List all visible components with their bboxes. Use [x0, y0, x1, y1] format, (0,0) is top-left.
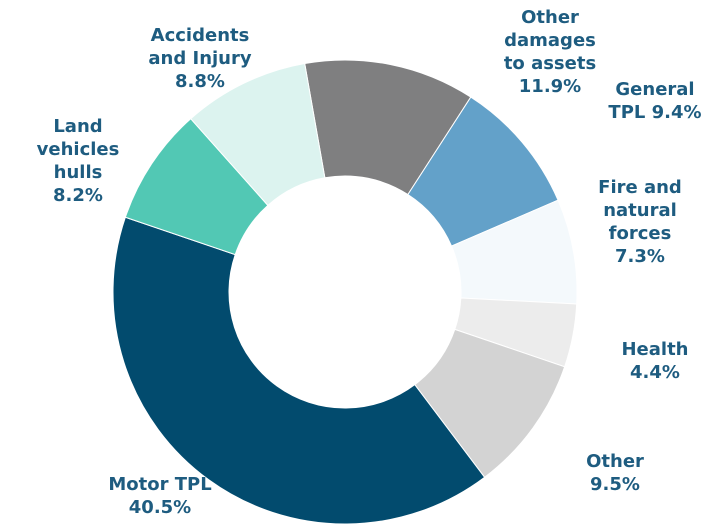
category-label: Motor TPL	[108, 474, 212, 495]
slice-label: Fire and natural forces 7.3%	[590, 176, 690, 268]
slice-label: Other damages to assets 11.9%	[494, 6, 606, 98]
value-label: 11.9%	[518, 76, 582, 97]
value-label: 8.8%	[175, 71, 225, 92]
value-label: 9.5%	[590, 474, 640, 495]
value-label: 8.2%	[53, 185, 103, 206]
donut-slice	[190, 62, 326, 207]
donut-slice	[112, 216, 486, 525]
value-label: 7.3%	[615, 246, 665, 267]
slice-label: Health 4.4%	[605, 338, 705, 384]
category-label: Fire and natural forces	[598, 177, 682, 244]
category-label: Land vehicles hulls	[36, 116, 120, 183]
category-label: Health	[621, 339, 689, 360]
slice-label: Accidents and Injury 8.8%	[130, 24, 270, 93]
category-label: Other damages to assets	[503, 7, 597, 74]
category-label: General TPL	[608, 79, 695, 123]
value-label: 9.4%	[651, 102, 702, 123]
slice-label: Other 9.5%	[570, 450, 660, 496]
category-label: Other	[586, 451, 644, 472]
slice-label: Land vehicles hulls 8.2%	[28, 115, 128, 207]
value-label: 4.4%	[630, 362, 680, 383]
value-label: 40.5%	[128, 497, 192, 518]
slice-label: Motor TPL 40.5%	[100, 473, 220, 519]
slice-label: General TPL 9.4%	[603, 78, 708, 124]
category-label: Accidents and Injury	[148, 25, 252, 69]
